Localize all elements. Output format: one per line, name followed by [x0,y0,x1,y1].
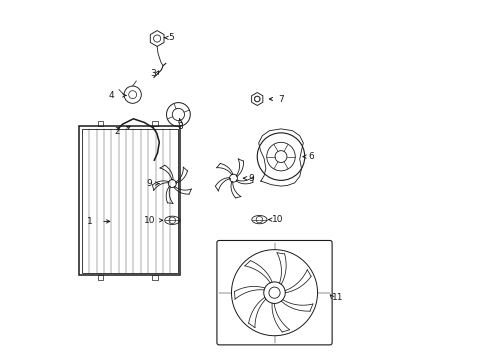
Bar [79,126,180,275]
Text: 4: 4 [109,91,115,100]
Bar [98,121,103,126]
Text: 3: 3 [150,69,156,78]
Text: 5: 5 [169,33,174,42]
Bar [98,275,103,280]
Text: 9: 9 [147,179,152,188]
Text: 8: 8 [177,122,183,131]
Text: 1: 1 [87,217,93,226]
Text: 7: 7 [278,95,284,104]
Bar [82,129,178,273]
Text: 2: 2 [114,127,120,136]
Text: 10: 10 [271,215,283,224]
Text: 9: 9 [248,174,254,183]
Text: 10: 10 [144,216,155,225]
Bar [152,121,158,126]
Text: 6: 6 [309,152,315,161]
Bar [152,275,158,280]
Text: 11: 11 [332,292,343,302]
